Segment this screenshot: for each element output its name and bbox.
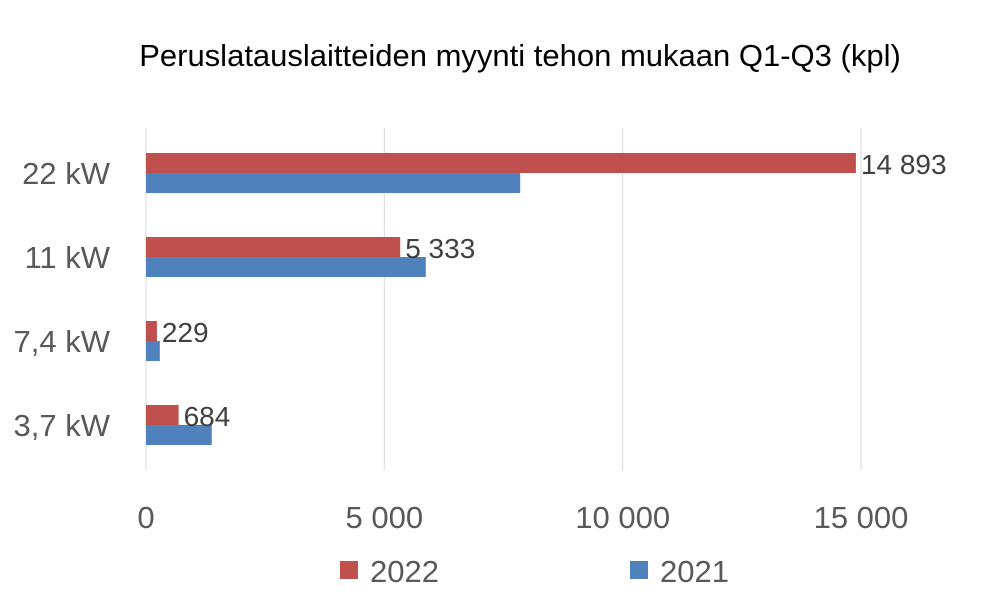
bar-2021-3-7-kW xyxy=(146,425,212,445)
x-tick-label: 10 000 xyxy=(575,500,670,535)
data-label: 229 xyxy=(162,317,209,348)
bar-2022-3-7-kW xyxy=(146,405,179,425)
data-label: 14 893 xyxy=(861,149,947,180)
category-label: 11 kW xyxy=(24,240,110,275)
x-tick-label: 0 xyxy=(137,500,154,535)
x-tick-label: 15 000 xyxy=(814,500,909,535)
data-label: 684 xyxy=(184,401,231,432)
labels: 0 5 000 10 000 15 000 22 kW 11 kW 7,4 kW 3,7 kW… xyxy=(14,149,947,535)
bar-2021-7-4-kW xyxy=(146,341,160,361)
bar-2022-7-4-kW xyxy=(146,321,157,341)
category-label: 22 kW xyxy=(22,156,111,191)
category-label: 3,7 kW xyxy=(14,408,111,443)
x-tick-label: 5 000 xyxy=(346,500,424,535)
bar-2022-22-kW xyxy=(146,153,856,173)
chart-title: Peruslatauslaitteiden myynti tehon mukaa… xyxy=(139,38,901,73)
bar-2021-22-kW xyxy=(146,173,521,193)
bars xyxy=(146,153,856,445)
bar-2021-11-kW xyxy=(146,257,426,277)
legend-swatch-2021 xyxy=(630,561,648,579)
legend: 2022 2021 xyxy=(340,554,729,589)
legend-swatch-2022 xyxy=(340,561,358,579)
data-label: 5 333 xyxy=(405,233,475,264)
bar-2022-11-kW xyxy=(146,237,401,257)
legend-label: 2022 xyxy=(370,554,439,589)
legend-label: 2021 xyxy=(660,554,729,589)
category-label: 7,4 kW xyxy=(14,324,111,359)
